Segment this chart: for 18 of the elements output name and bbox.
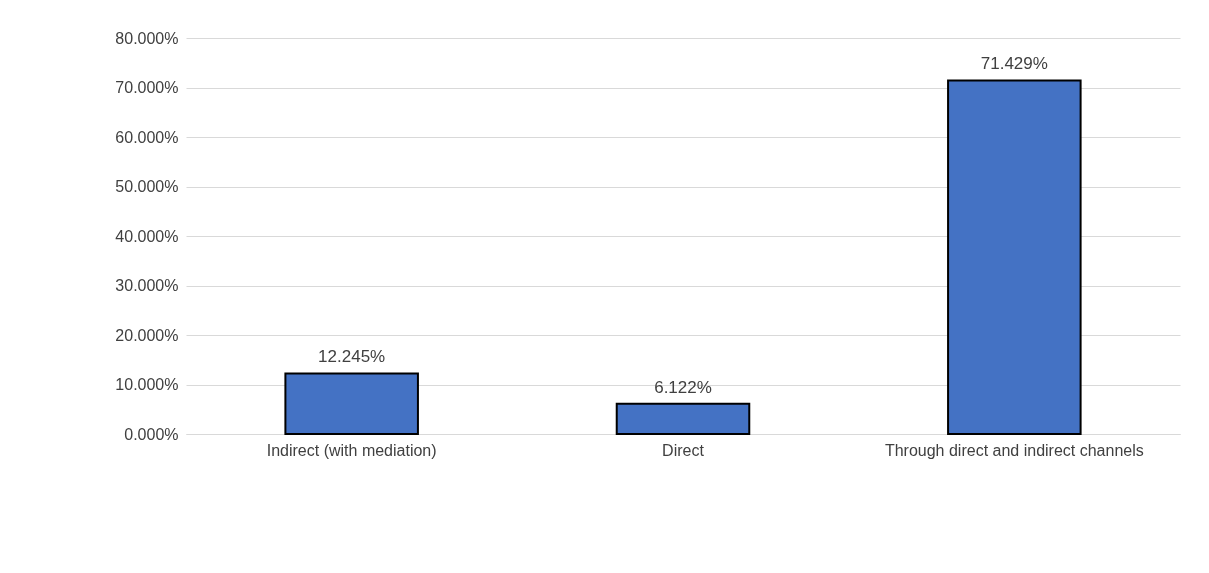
bar — [615, 402, 751, 435]
y-tick-label: 50.000% — [115, 178, 179, 195]
y-tick-label: 0.000% — [124, 425, 179, 443]
y-tick-label: 30.000% — [115, 277, 179, 294]
y-tick-label: 60.000% — [115, 128, 179, 146]
x-tick-label: Indirect (with mediation) — [266, 441, 437, 459]
data-label: 71.429% — [980, 54, 1048, 74]
bar — [284, 372, 419, 435]
y-tick-label: 40.000% — [115, 227, 179, 245]
data-label: 12.245% — [318, 347, 386, 367]
x-tick-label: Through direct and indirect channels — [884, 441, 1144, 459]
x-tick-label: Direct — [662, 441, 705, 459]
y-tick-label: 80.000% — [115, 29, 179, 47]
bar — [947, 79, 1082, 435]
data-label: 6.122% — [654, 377, 712, 397]
y-tick-label: 10.000% — [115, 376, 179, 393]
y-tick-label: 20.000% — [115, 326, 179, 344]
y-tick-label: 70.000% — [115, 79, 179, 96]
